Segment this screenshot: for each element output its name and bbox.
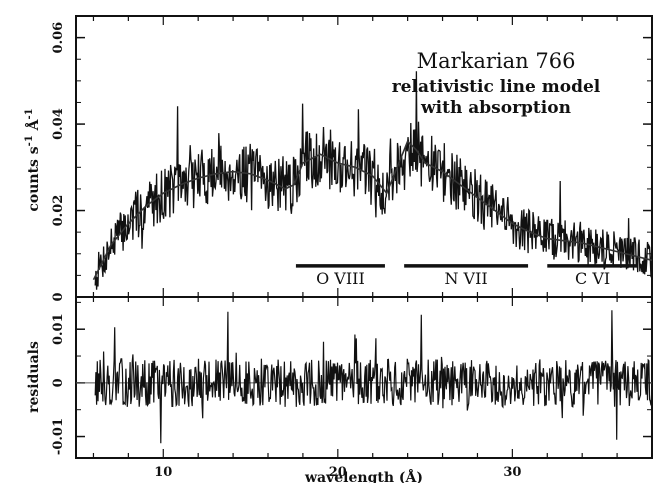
lower-y-tick-label: -0.01 <box>51 418 66 455</box>
chart-subtitle-1: relativistic line model <box>392 77 601 97</box>
upper-y-tick-label: 0.04 <box>51 108 66 140</box>
lower-y-tick-label: 0 <box>51 378 66 387</box>
upper-y-tick-label: 0.06 <box>51 22 66 54</box>
chart-subtitle-2: with absorption <box>420 98 571 118</box>
upper-panel: 0 0.02 0.04 0.06 counts s-1 Å-1 Markarian 766… <box>24 15 653 302</box>
edge-label: C VI <box>575 269 610 288</box>
upper-y-tick-label: 0 <box>51 292 66 301</box>
x-tick-label: 30 <box>503 465 521 480</box>
upper-data-series <box>94 71 653 290</box>
chart-title: Markarian 766 <box>417 49 576 73</box>
x-tick-label: 20 <box>329 465 347 480</box>
lower-y-tick-label: 0.01 <box>51 313 66 345</box>
edge-label: N VII <box>444 269 487 288</box>
upper-y-tick-label: 0.02 <box>51 195 66 227</box>
lower-panel-frame <box>75 296 653 459</box>
edge-label: O VIII <box>316 269 365 288</box>
upper-y-axis-label: counts s-1 Å-1 <box>24 108 42 211</box>
x-tick-label: 10 <box>154 465 172 480</box>
lower-panel: -0.01 0 0.01 10 20 30 residuals wavelength (Å) <box>26 296 653 483</box>
lower-y-axis-label: residuals <box>26 341 42 413</box>
x-axis-label: wavelength (Å) <box>304 468 423 483</box>
upper-model-curve <box>92 139 653 281</box>
residual-data-series <box>94 310 653 444</box>
